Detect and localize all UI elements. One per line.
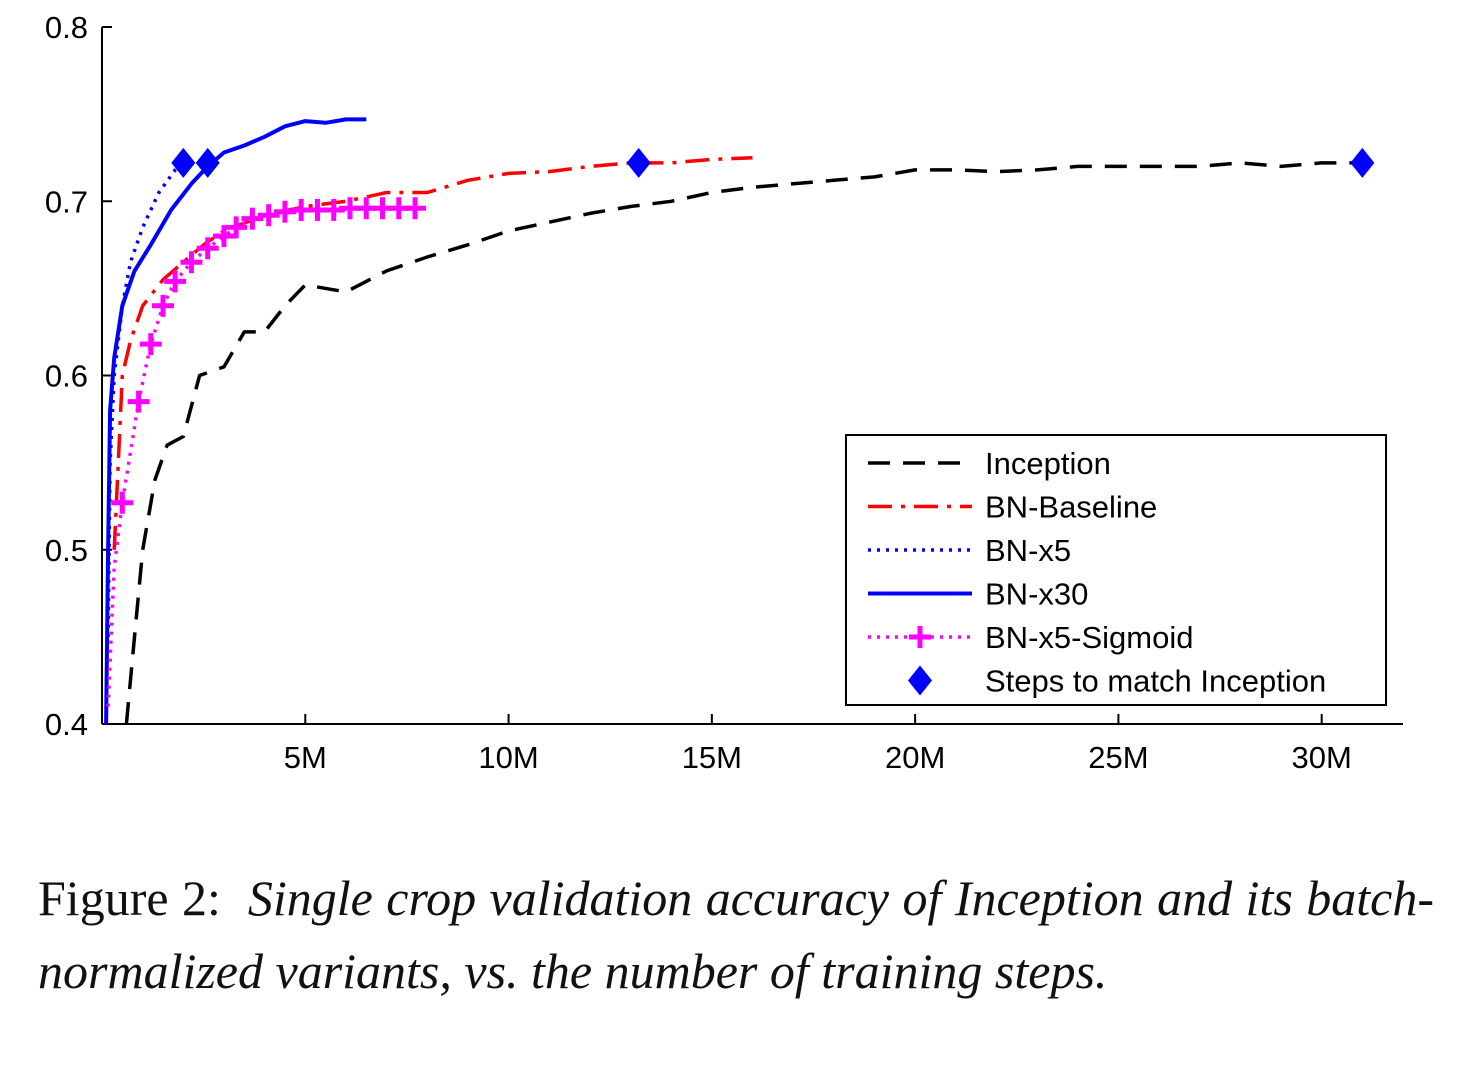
legend-entry: BN-x30 xyxy=(868,577,1088,612)
series-bn-x5 xyxy=(106,161,185,637)
legend-label: Steps to match Inception xyxy=(985,664,1326,699)
x-tick-label: 15M xyxy=(682,740,742,775)
series-line xyxy=(104,117,367,725)
figure-caption: Figure 2: Single crop validation accurac… xyxy=(38,862,1434,1008)
legend-entry: BN-x5-Sigmoid xyxy=(868,620,1193,655)
legend-entry: Inception xyxy=(868,446,1111,481)
caption-text: Single crop validation accuracy of Incep… xyxy=(38,870,1435,999)
x-tick-label: 5M xyxy=(284,740,327,775)
legend-label: BN-x5 xyxy=(985,533,1071,568)
series-bn-x30 xyxy=(104,117,367,725)
series-bn-baseline xyxy=(112,155,753,550)
legend: Inception BN-Baseline BN-x5 BN-x30 BN-x5-Sig… xyxy=(845,434,1387,706)
x-tick-label: 20M xyxy=(885,740,945,775)
series-layer xyxy=(104,117,1375,725)
line-chart: 5M 10M 15M 20M 25M 30M 0.4 0.5 0.6 0.7 0.8 Incepti… xyxy=(45,10,1403,775)
series-line xyxy=(124,161,1363,725)
data-point-marker xyxy=(257,204,280,227)
data-point-marker xyxy=(111,491,134,514)
axes: 5M 10M 15M 20M 25M 30M 0.4 0.5 0.6 0.7 0.8 xyxy=(45,10,1403,775)
x-tick-label: 10M xyxy=(478,740,538,775)
legend-label: BN-x30 xyxy=(985,577,1088,612)
y-tick-label: 0.8 xyxy=(45,10,88,45)
x-tick-label: 25M xyxy=(1088,740,1148,775)
legend-entry: BN-x5 xyxy=(868,533,1071,568)
data-point-marker xyxy=(1350,147,1375,178)
y-tick-label: 0.4 xyxy=(45,707,88,742)
data-point-marker xyxy=(404,197,427,220)
series-line xyxy=(106,161,185,637)
data-point-marker xyxy=(212,225,235,248)
legend-entry: Steps to match Inception xyxy=(908,664,1326,699)
legend-label: Inception xyxy=(985,446,1111,481)
series-line xyxy=(112,155,753,550)
legend-label: BN-x5-Sigmoid xyxy=(985,620,1193,655)
data-point-marker xyxy=(139,333,162,356)
y-tick-label: 0.6 xyxy=(45,359,88,394)
legend-box xyxy=(845,434,1387,706)
data-point-marker xyxy=(171,147,196,178)
legend-entry: BN-Baseline xyxy=(868,490,1157,525)
data-point-marker xyxy=(195,147,220,178)
y-tick-label: 0.7 xyxy=(45,184,88,219)
data-point-marker xyxy=(180,251,203,274)
data-point-marker xyxy=(196,237,219,260)
series-bn-x5-sigmoid xyxy=(106,197,427,707)
x-tick-label: 30M xyxy=(1292,740,1352,775)
legend-label: BN-Baseline xyxy=(985,490,1157,525)
series-steps-to-match-inception xyxy=(171,147,1375,178)
data-point-marker xyxy=(241,207,264,230)
data-point-marker xyxy=(626,147,651,178)
caption-label: Figure 2: xyxy=(38,870,221,926)
series-line xyxy=(106,206,416,707)
data-point-marker xyxy=(164,270,187,293)
data-point-marker xyxy=(225,216,248,239)
series-inception xyxy=(124,161,1363,725)
y-tick-label: 0.5 xyxy=(45,533,88,568)
data-point-marker xyxy=(127,390,150,413)
legend-marker xyxy=(908,665,932,696)
data-point-marker xyxy=(151,294,174,317)
legend-marker xyxy=(909,626,931,648)
